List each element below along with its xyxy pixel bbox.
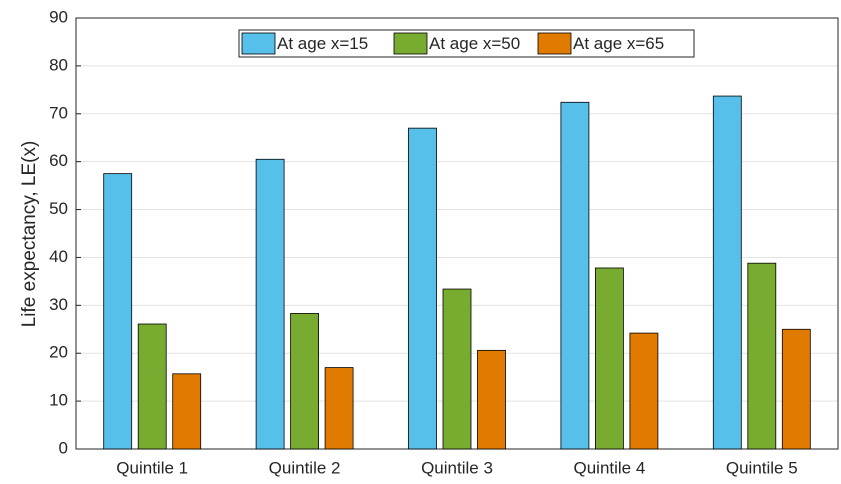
- bar: [255, 158, 285, 450]
- bar: [290, 313, 320, 450]
- x-tick-label: Quintile 3: [421, 458, 493, 477]
- y-tick-label: 60: [49, 151, 68, 170]
- y-tick-label: 30: [49, 295, 68, 314]
- x-tick-label: Quintile 1: [116, 458, 188, 477]
- y-tick-label: 10: [49, 391, 68, 410]
- x-tick-label: Quintile 4: [573, 458, 645, 477]
- legend-label: At age x=15: [277, 34, 368, 53]
- legend-box: [238, 29, 695, 58]
- bar: [137, 323, 167, 450]
- bar: [781, 328, 811, 450]
- legend-label: At age x=50: [429, 34, 520, 53]
- x-tick-label: Quintile 2: [269, 458, 341, 477]
- x-tick-label: Quintile 5: [726, 458, 798, 477]
- y-tick-label: 0: [59, 438, 68, 457]
- bar: [477, 349, 506, 450]
- bar: [172, 373, 202, 450]
- bar: [560, 101, 590, 450]
- y-axis-label: Life expectancy, LE(x): [19, 141, 40, 328]
- legend-swatch: [241, 32, 276, 55]
- legend-swatch: [537, 32, 572, 55]
- legend-label: At age x=65: [573, 34, 664, 53]
- bar: [103, 173, 133, 450]
- y-tick-label: 80: [49, 55, 68, 74]
- bar: [712, 95, 742, 450]
- bar: [442, 288, 472, 450]
- legend-swatch: [393, 32, 428, 55]
- bar: [408, 127, 437, 450]
- bar: [324, 367, 354, 450]
- y-tick-label: 50: [49, 199, 68, 218]
- y-tick-label: 90: [49, 7, 68, 26]
- y-tick-label: 70: [49, 103, 68, 122]
- bar: [747, 262, 777, 450]
- bar: [629, 332, 659, 450]
- bar: [595, 267, 624, 450]
- y-tick-label: 20: [49, 343, 68, 362]
- y-tick-label: 40: [49, 247, 68, 266]
